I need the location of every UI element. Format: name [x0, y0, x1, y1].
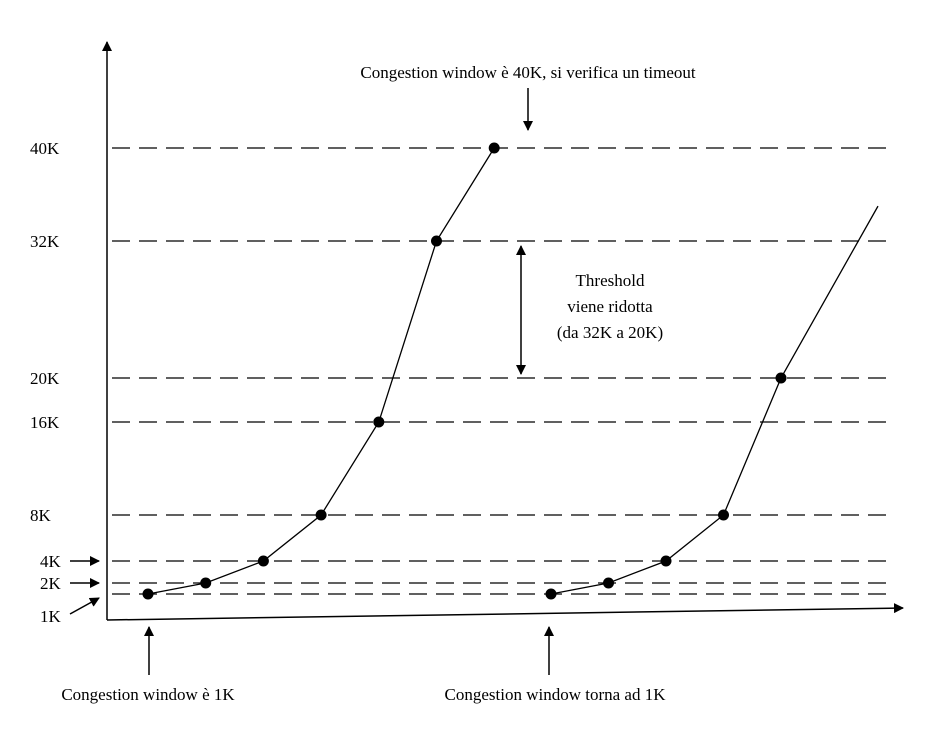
- series-group: [142, 142, 879, 600]
- y-tick-8k: 8K: [30, 506, 52, 525]
- y-tick-1k: 1K: [40, 607, 62, 626]
- threshold-label-line3: (da 32K a 20K): [557, 323, 663, 342]
- timeout-annotation: Congestion window è 40K, si verifica un …: [360, 63, 696, 82]
- x-axis: [106, 603, 904, 621]
- y-tick-20k: 20K: [30, 369, 60, 388]
- data-point-1-3: [257, 555, 269, 567]
- data-point-2-4: [718, 509, 729, 521]
- y-tick-16k: 16K: [30, 413, 60, 432]
- y-tick-2k: 2K: [40, 574, 62, 593]
- data-point-1-1: [142, 588, 154, 600]
- series-line-1: [147, 147, 495, 595]
- tick-arrow-1k: [69, 597, 100, 615]
- start-annotation: Congestion window è 1K: [61, 685, 235, 704]
- data-point-1-6: [431, 235, 442, 247]
- data-point-1-2: [200, 577, 212, 589]
- y-tick-4k: 4K: [40, 552, 62, 571]
- data-point-1-4: [315, 509, 327, 521]
- data-point-1-7: [488, 142, 500, 154]
- threshold-label-line1: Threshold: [576, 271, 645, 290]
- series-line-2: [550, 205, 879, 595]
- data-point-1-5: [373, 416, 385, 428]
- data-point-2-1: [545, 588, 557, 600]
- y-tick-32k: 32K: [30, 232, 60, 251]
- y-tick-labels: 1K 2K 4K 8K 16K 20K 32K 40K: [30, 139, 62, 626]
- data-point-2-5: [775, 372, 787, 384]
- data-point-2-3: [660, 555, 672, 567]
- threshold-label-line2: viene ridotta: [567, 297, 653, 316]
- y-tick-40k: 40K: [30, 139, 60, 158]
- gridlines: [112, 147, 890, 595]
- data-point-2-2: [603, 577, 614, 589]
- restart-annotation: Congestion window torna ad 1K: [445, 685, 667, 704]
